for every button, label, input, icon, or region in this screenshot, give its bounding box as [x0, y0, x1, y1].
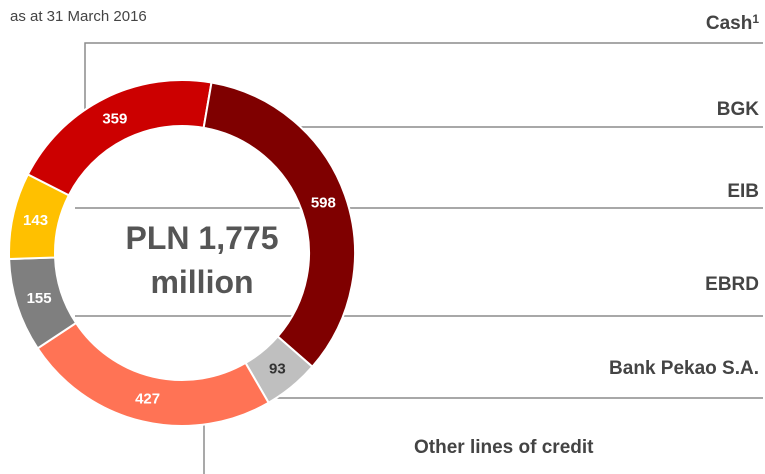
slice-labels: 359 598 93 427 155 143 [23, 110, 336, 407]
legend-label-ebrd: EBRD [705, 274, 759, 295]
slice-value-label: 143 [23, 212, 48, 229]
legend-label-bgk: BGK [716, 99, 759, 120]
slice-value-label: 359 [102, 110, 127, 127]
slice-bgk [26, 79, 213, 197]
leader-line-0 [84, 42, 763, 112]
legend-label-other-lines-of-credit: Other lines of credit [414, 437, 594, 458]
slice-value-label: 598 [311, 194, 336, 211]
legend-label-cash: Cash1 [705, 12, 759, 34]
slice-value-label: 155 [27, 290, 52, 307]
slice-bank-pekao-s-a [36, 321, 270, 427]
slice-ebrd [202, 81, 356, 369]
slice-cash [8, 173, 71, 261]
slice-value-label: 427 [135, 391, 160, 408]
center-total-label: PLN 1,775 [125, 220, 279, 256]
legend-label-eib: EIB [727, 181, 759, 202]
chart-subtitle: as at 31 March 2016 [10, 8, 147, 25]
donut-slices [8, 79, 356, 427]
center-unit-label: million [150, 264, 254, 300]
legend-label-bank-pekao: Bank Pekao S.A. [609, 358, 759, 379]
leader-lines [75, 42, 763, 474]
slice-value-label: 93 [269, 360, 286, 377]
